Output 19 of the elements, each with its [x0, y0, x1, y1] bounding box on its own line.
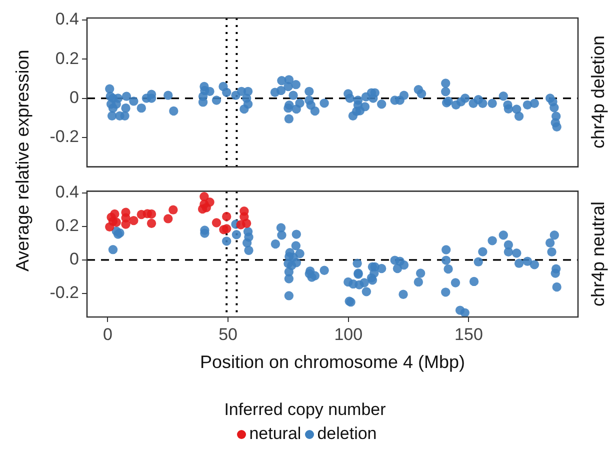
- y-tick-label: 0: [70, 250, 79, 269]
- y-tick-label: 0.2: [55, 48, 79, 68]
- text: chr4p deletion: [588, 34, 608, 151]
- y-tick-label: 0.2: [55, 216, 79, 236]
- y-tick-label: 0.4: [55, 10, 79, 29]
- y-tick-label: -0.2: [50, 127, 79, 146]
- x-tick-label: 150: [454, 324, 483, 344]
- y-tick-label: -0.2: [50, 283, 79, 302]
- text: chr4p neutral: [588, 200, 608, 309]
- legend-label: deletion: [317, 424, 377, 443]
- x-tick-label: 100: [334, 324, 363, 344]
- y-tick-label: 0: [70, 88, 79, 107]
- x-axis-title: Position on chromosome 4 (Mbp): [200, 352, 466, 372]
- legend-title: Inferred copy number: [223, 400, 387, 420]
- x-tick-label: 0: [102, 324, 112, 344]
- legend-label: netural: [249, 424, 302, 443]
- y-tick-label: 0.4: [55, 182, 79, 202]
- y-axis-title: Average relative expression: [12, 50, 34, 272]
- x-tick-label: 50: [218, 324, 238, 344]
